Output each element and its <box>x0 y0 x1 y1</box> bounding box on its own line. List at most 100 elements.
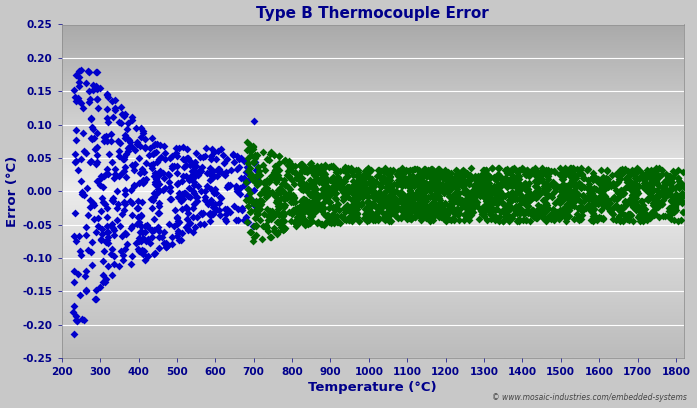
Point <box>671 207 682 213</box>
Point <box>269 228 280 234</box>
Point <box>337 166 348 173</box>
Point <box>234 185 245 191</box>
Point <box>653 189 664 196</box>
Point <box>187 188 199 194</box>
Point <box>510 191 521 197</box>
Point <box>105 131 116 137</box>
Point <box>523 173 535 179</box>
Point <box>647 180 658 186</box>
Point <box>601 167 612 173</box>
Point <box>318 205 329 211</box>
Point <box>303 205 314 212</box>
Point <box>266 210 277 216</box>
Point <box>262 187 273 194</box>
Point <box>406 208 418 215</box>
Point <box>434 166 445 172</box>
Point <box>309 202 321 209</box>
Point <box>414 166 425 173</box>
Point <box>381 211 392 217</box>
Point <box>118 206 130 213</box>
Point <box>445 204 456 211</box>
Point <box>528 194 539 200</box>
Point <box>548 206 559 213</box>
Point <box>298 217 309 224</box>
Point <box>328 163 339 169</box>
Point <box>489 206 500 213</box>
Point <box>574 217 585 223</box>
Point <box>486 188 497 195</box>
Point <box>569 182 580 188</box>
Point <box>648 211 659 217</box>
Point <box>560 193 571 199</box>
Point <box>611 180 622 187</box>
Point <box>606 206 618 213</box>
Point <box>496 191 507 197</box>
Point <box>677 208 688 215</box>
Point <box>140 160 151 166</box>
Point <box>469 193 480 200</box>
Point <box>618 190 629 196</box>
Point <box>436 206 447 212</box>
Point <box>435 202 446 209</box>
Point <box>261 156 273 163</box>
Point <box>259 179 270 185</box>
Point <box>387 187 398 194</box>
Point <box>190 168 201 175</box>
Point <box>500 212 511 219</box>
Point <box>424 167 436 173</box>
Point <box>611 187 622 193</box>
Point <box>270 179 282 186</box>
Point <box>636 197 647 204</box>
Point <box>323 197 334 204</box>
Point <box>100 276 112 283</box>
Point <box>69 159 80 166</box>
Point <box>460 212 471 218</box>
Point <box>631 192 642 199</box>
Point <box>312 202 323 208</box>
Point <box>243 154 254 161</box>
Point <box>439 182 450 188</box>
Point <box>241 193 252 199</box>
Point <box>302 204 313 210</box>
Point <box>484 209 496 215</box>
Point <box>250 201 261 207</box>
Point <box>441 218 452 224</box>
Point <box>477 179 489 185</box>
Point <box>353 169 364 175</box>
Point <box>537 206 549 213</box>
Point <box>533 184 544 191</box>
Point <box>571 180 582 187</box>
Point <box>258 223 269 230</box>
Point <box>248 118 259 124</box>
Point <box>222 182 233 188</box>
Point <box>583 166 594 173</box>
Point <box>252 211 263 217</box>
Point <box>244 148 255 155</box>
Point <box>576 202 587 209</box>
Point <box>641 217 652 223</box>
Point <box>181 204 192 211</box>
Point <box>622 177 634 184</box>
Point <box>360 204 372 211</box>
Point <box>150 170 161 177</box>
Point <box>515 210 526 217</box>
Point <box>355 201 367 208</box>
Point <box>297 162 308 169</box>
Point <box>606 183 617 189</box>
Point <box>324 204 335 211</box>
Point <box>251 182 262 188</box>
Point <box>316 221 327 227</box>
Point <box>273 175 284 182</box>
Point <box>431 170 443 177</box>
Point <box>566 165 577 172</box>
Point <box>613 213 625 219</box>
Point <box>278 189 289 195</box>
Point <box>409 213 420 220</box>
Point <box>418 199 429 206</box>
Point <box>452 191 463 197</box>
Point <box>300 197 312 204</box>
Point <box>628 184 639 190</box>
Point <box>412 204 423 211</box>
Point <box>164 188 176 195</box>
Point <box>555 165 566 171</box>
